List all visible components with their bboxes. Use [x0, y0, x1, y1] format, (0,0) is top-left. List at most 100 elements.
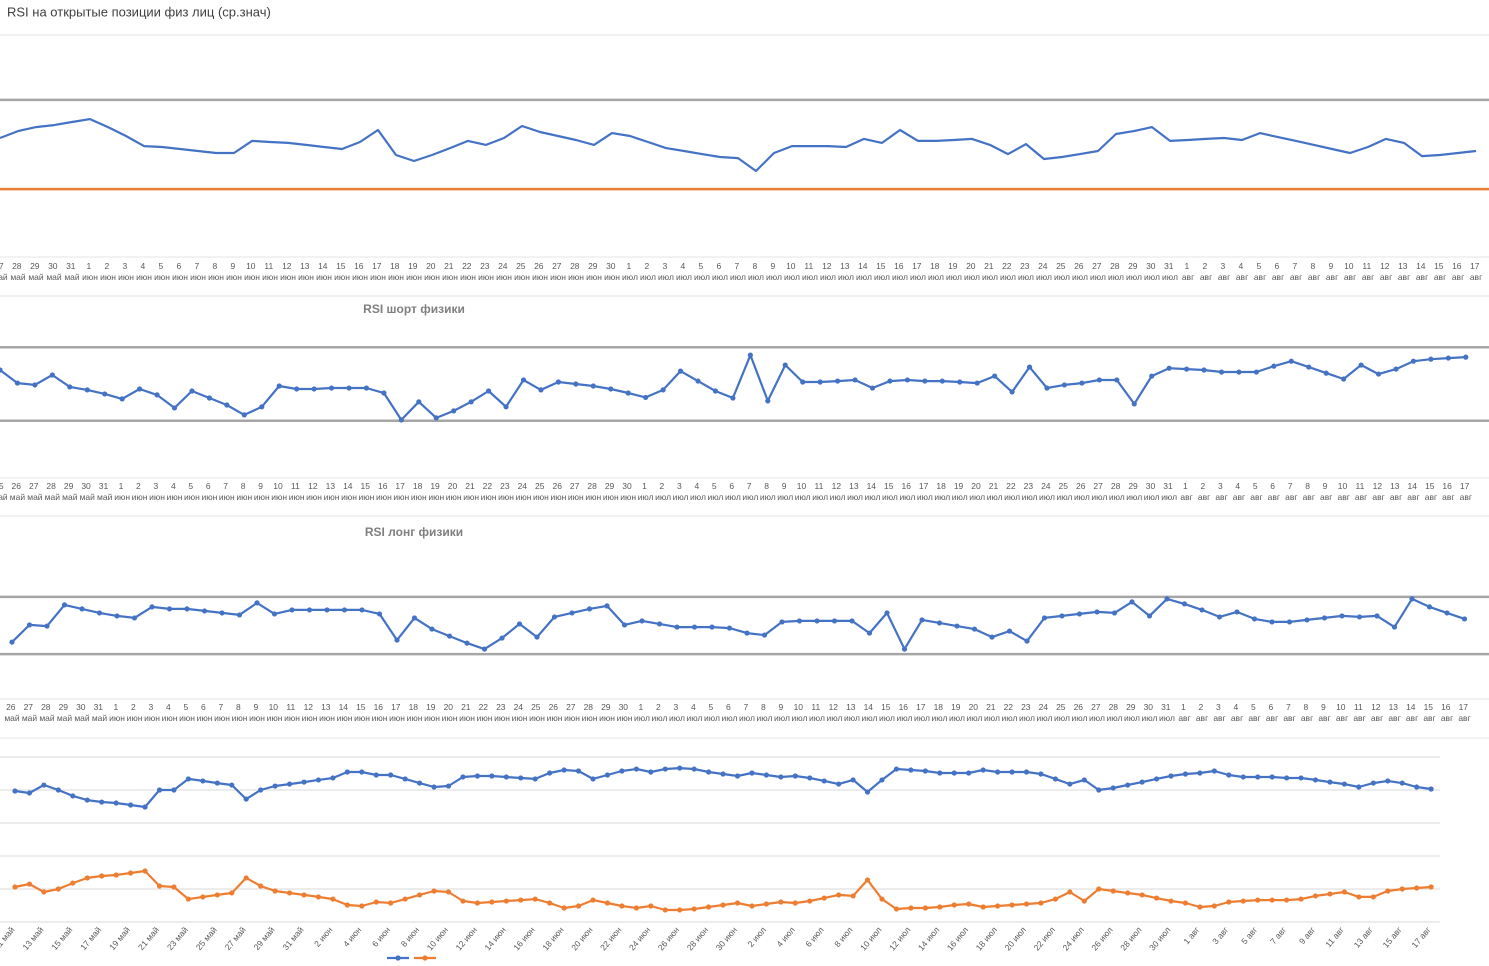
data-point [315, 894, 322, 900]
tick-part: июл [1091, 492, 1107, 502]
x-tick-label: 4 июн [167, 481, 183, 502]
data-point [1409, 596, 1415, 602]
tick-part: июн [442, 272, 458, 282]
x-tick-label: 17 авг [1458, 702, 1470, 723]
tick-part: 13 [846, 702, 858, 712]
data-point [503, 404, 509, 410]
data-point [474, 773, 480, 779]
data-point [980, 904, 986, 910]
data-point [836, 892, 842, 898]
data-point [346, 385, 352, 391]
tick-part: июл [928, 272, 944, 282]
x-tick-label: 4 июл [690, 481, 706, 502]
tick-part: май [62, 492, 78, 502]
tick-part: 19 [954, 481, 966, 491]
data-point [590, 383, 596, 389]
tick-part: июл [899, 492, 915, 502]
x-tick-label: 8 авг [1308, 261, 1320, 282]
data-point [381, 390, 387, 396]
data-point [778, 899, 784, 905]
data-point [1251, 616, 1258, 622]
tick-part: июн [512, 713, 528, 723]
data-point [1269, 897, 1275, 903]
tick-part: 23 [496, 702, 508, 712]
x-tick-label: 17 авг [1460, 481, 1472, 502]
x-tick-label: 16 июн [511, 925, 537, 953]
tick-part: 10 [273, 481, 285, 491]
data-point [887, 378, 893, 384]
x-tick-label: 23 июл [1018, 261, 1034, 282]
tick-part: 22 [479, 702, 491, 712]
x-tick-label: 6 июн [201, 481, 217, 502]
data-point [1321, 615, 1328, 621]
data-point [1240, 774, 1246, 780]
tick-part: июн [393, 492, 409, 502]
tick-part: 1 [1181, 702, 1188, 712]
data-point [503, 898, 509, 904]
tick-part: май [4, 713, 20, 723]
tick-part: 2 [104, 261, 111, 271]
x-tick-label: 15 авг [1381, 925, 1404, 950]
x-tick-label: 2 июл [640, 261, 656, 282]
x-tick-label: 30 май [80, 481, 96, 502]
x-tick-label: 16 июн [372, 702, 388, 723]
x-tick-label: 10 июл [784, 261, 800, 282]
data-point [1114, 377, 1120, 383]
tick-part: июн [477, 713, 493, 723]
x-tick-label: 5 июн [184, 481, 200, 502]
data-point [734, 773, 741, 779]
data-point [532, 896, 538, 902]
x-tick-label: 28 июл [1108, 261, 1124, 282]
tick-part: 1 [86, 261, 93, 271]
data-point [1298, 775, 1304, 781]
tick-part: июн [127, 713, 143, 723]
data-point [518, 775, 524, 781]
tick-part: 2 [1202, 261, 1209, 271]
tick-part: июл [809, 713, 825, 723]
tick-part: 27 [1092, 261, 1104, 271]
x-tick-label: 14 июл [916, 925, 941, 953]
tick-part: 17 [919, 481, 931, 491]
x-tick-label: 16 июл [945, 925, 970, 953]
tick-part: июл [952, 492, 968, 502]
tick-part: 20 [448, 481, 460, 491]
data-point [301, 779, 307, 785]
x-tick-label: 15 авг [1425, 481, 1437, 502]
tick-part: июл [1054, 713, 1070, 723]
tick-part: июн [376, 492, 392, 502]
x-tick-label: 31 июл [1162, 261, 1178, 282]
tick-part: 15 [336, 261, 348, 271]
tick-part: июн [144, 713, 160, 723]
data-point [1358, 362, 1364, 368]
tick-part: июл [742, 492, 758, 502]
tick-part: 26 [1074, 702, 1086, 712]
tick-part: авг [1458, 713, 1470, 723]
x-tick-label: 23 июн [478, 261, 494, 282]
data-point [643, 394, 649, 401]
tick-part: 11 [815, 481, 826, 491]
x-tick-label: 17 июн [393, 481, 409, 502]
data-point [866, 630, 873, 636]
data-point [939, 378, 945, 384]
tick-part: 10 [797, 481, 809, 491]
x-tick-label: 19 июн [406, 261, 422, 282]
tick-part: авг [1266, 713, 1278, 723]
tick-part: 20 [966, 261, 978, 271]
data-point [1096, 886, 1102, 892]
tick-part: июн [337, 713, 353, 723]
tick-part: июл [669, 713, 685, 723]
x-tick-label: 27 май [27, 481, 43, 502]
tick-part: авг [1218, 272, 1230, 282]
x-tick-label: 14 июл [862, 702, 878, 723]
tick-part: июн [599, 713, 615, 723]
tick-part: июл [964, 272, 980, 282]
data-point [662, 907, 668, 913]
data-point [1284, 775, 1290, 781]
data-point [149, 604, 155, 610]
x-tick-label: 29 май [28, 261, 44, 282]
tick-part: 9 [253, 702, 260, 712]
x-tick-label: 24 июн [496, 261, 512, 282]
x-tick-label: 16 авг [1452, 261, 1464, 282]
data-point [712, 388, 719, 394]
x-tick-label: 20 июн [446, 481, 462, 502]
